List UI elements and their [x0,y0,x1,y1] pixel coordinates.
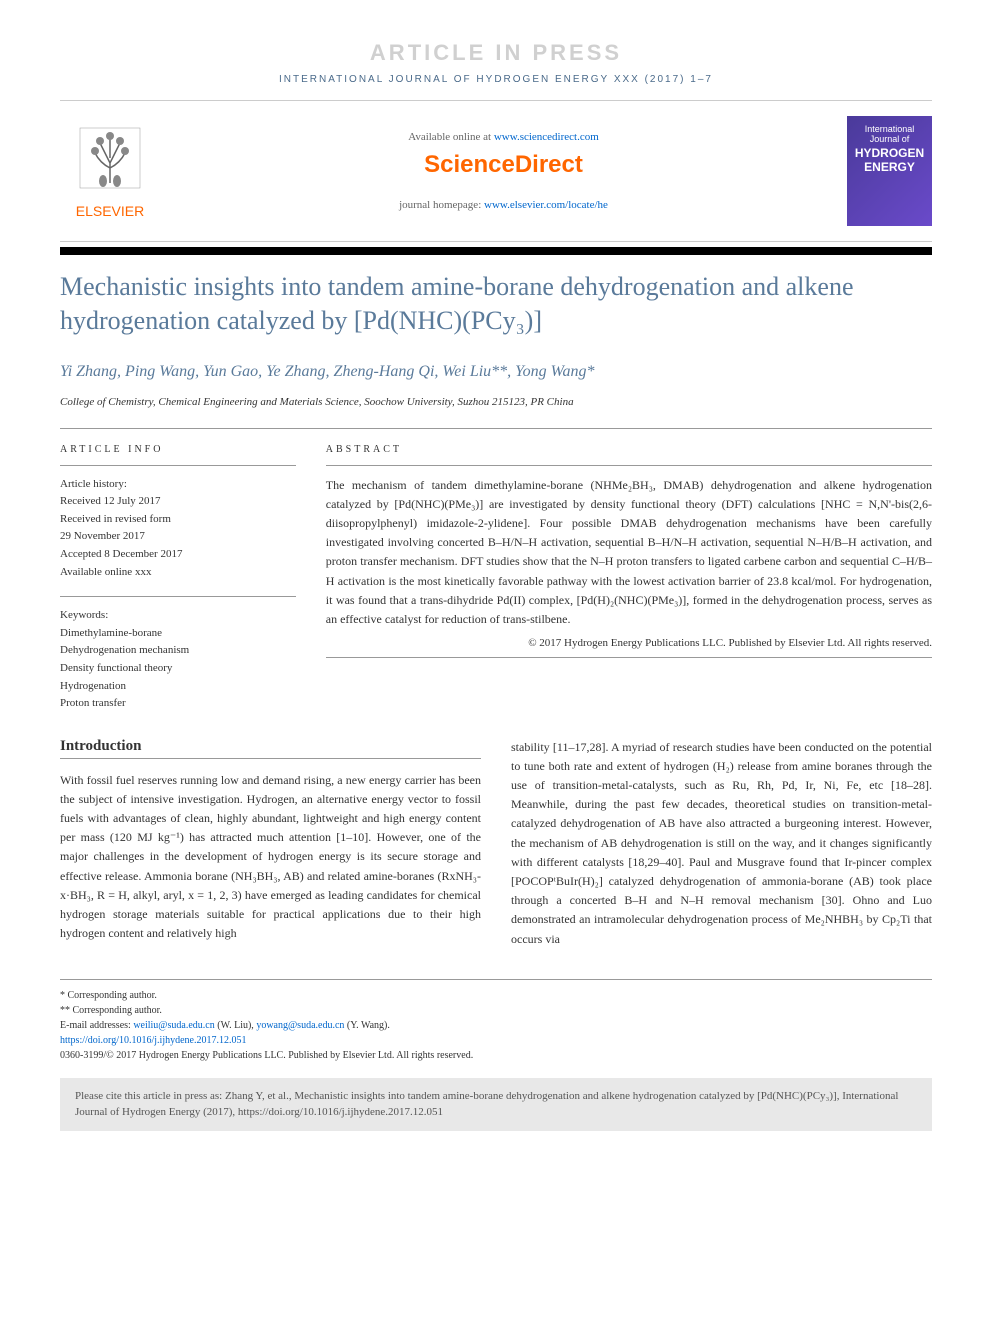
accepted-date: Accepted 8 December 2017 [60,546,296,564]
header-center: Available online at www.sciencedirect.co… [160,131,847,211]
cover-title-2: ENERGY [847,160,932,174]
keyword-0: Dimethylamine-borane [60,625,296,643]
keywords-label: Keywords: [60,607,296,625]
available-online-text: Available online at www.sciencedirect.co… [160,131,847,143]
title-divider-bar [60,247,932,255]
received-date: Received 12 July 2017 [60,493,296,511]
keyword-1: Dehydrogenation mechanism [60,642,296,660]
divider [60,428,932,429]
email-addresses: E-mail addresses: weiliu@suda.edu.cn (W.… [60,1018,932,1033]
article-info-heading: ARTICLE INFO [60,444,296,455]
abstract-heading: ABSTRACT [326,444,932,455]
body-columns: Introduction With fossil fuel reserves r… [60,738,932,949]
email-link-1[interactable]: weiliu@suda.edu.cn [133,1020,214,1031]
issn-copyright: 0360-3199/© 2017 Hydrogen Energy Publica… [60,1048,932,1063]
homepage-label: journal homepage: [399,199,484,211]
sciencedirect-logo: ScienceDirect [160,151,847,179]
article-info-box: ARTICLE INFO Article history: Received 1… [60,444,296,713]
cover-subtitle: International Journal of [847,116,932,146]
corresponding-author-1: * Corresponding author. [60,988,932,1003]
publisher-name: ELSEVIER [60,203,160,219]
revised-label: Received in revised form [60,511,296,529]
page-container: ARTICLE IN PRESS INTERNATIONAL JOURNAL O… [0,0,992,1171]
affiliation: College of Chemistry, Chemical Engineeri… [60,396,932,408]
info-abstract-row: ARTICLE INFO Article history: Received 1… [60,444,932,713]
journal-reference: INTERNATIONAL JOURNAL OF HYDROGEN ENERGY… [60,74,932,85]
available-online-label: Available online at [408,131,494,143]
email-name-2: (Y. Wang). [344,1020,390,1031]
email-name-1: (W. Liu), [215,1020,257,1031]
intro-paragraph-1: With fossil fuel reserves running low an… [60,771,481,944]
column-right: stability [11–17,28]. A myriad of resear… [511,738,932,949]
cover-title-1: HYDROGEN [847,146,932,160]
publisher-logo: ELSEVIER [60,123,160,219]
email-link-2[interactable]: yowang@suda.edu.cn [256,1020,344,1031]
revised-date: 29 November 2017 [60,528,296,546]
copyright-text: © 2017 Hydrogen Energy Publications LLC.… [326,637,932,649]
email-label: E-mail addresses: [60,1020,133,1031]
intro-paragraph-2: stability [11–17,28]. A myriad of resear… [511,738,932,949]
keyword-3: Hydrogenation [60,678,296,696]
journal-homepage-text: journal homepage: www.elsevier.com/locat… [160,199,847,211]
column-left: Introduction With fossil fuel reserves r… [60,738,481,949]
introduction-heading: Introduction [60,738,481,759]
history-label: Article history: [60,476,296,494]
sciencedirect-link[interactable]: www.sciencedirect.com [494,131,599,143]
article-title: Mechanistic insights into tandem amine-b… [60,270,932,338]
footnotes: * Corresponding author. ** Corresponding… [60,979,932,1063]
keyword-2: Density functional theory [60,660,296,678]
citation-box: Please cite this article in press as: Zh… [60,1078,932,1131]
abstract-box: ABSTRACT The mechanism of tandem dimethy… [326,444,932,713]
doi-link[interactable]: https://doi.org/10.1016/j.ijhydene.2017.… [60,1035,246,1046]
abstract-text: The mechanism of tandem dimethylamine-bo… [326,476,932,630]
authors-list: Yi Zhang, Ping Wang, Yun Gao, Ye Zhang, … [60,363,932,381]
header-box: ELSEVIER Available online at www.science… [60,100,932,242]
elsevier-tree-icon [75,123,145,193]
journal-homepage-link[interactable]: www.elsevier.com/locate/he [484,199,608,211]
available-online-date: Available online xxx [60,564,296,582]
keyword-4: Proton transfer [60,695,296,713]
journal-cover-thumbnail: International Journal of HYDROGEN ENERGY [847,116,932,226]
corresponding-author-2: ** Corresponding author. [60,1003,932,1018]
article-in-press-banner: ARTICLE IN PRESS [60,40,932,66]
